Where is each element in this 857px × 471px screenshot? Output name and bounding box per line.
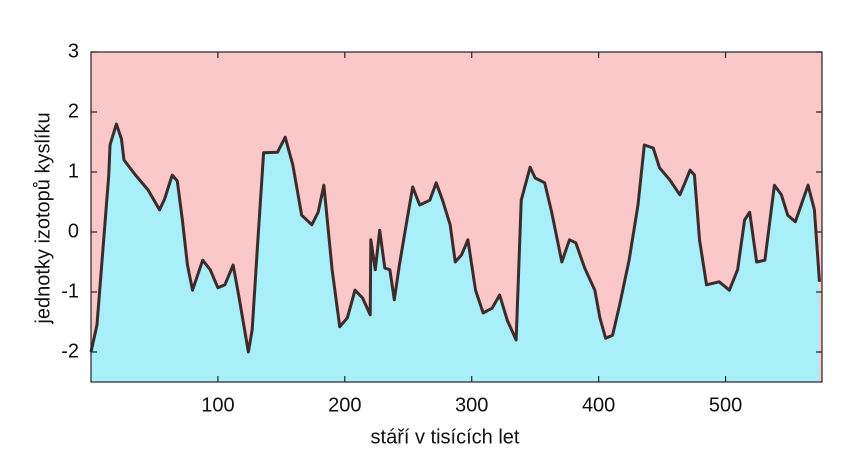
area [91, 124, 820, 382]
plot-frame [90, 51, 823, 383]
x-tick-label: 300 [455, 394, 488, 416]
y-tick-label: 1 [68, 160, 79, 182]
x-axis-label: stáří v tisících let [371, 426, 520, 448]
y-tick-label: -1 [61, 280, 79, 302]
y-tick-label: -2 [61, 340, 79, 362]
x-tick-label: 100 [201, 394, 234, 416]
y-tick-label: 3 [68, 40, 79, 62]
y-axis-label: jednotky izotopů kyslíku [32, 112, 54, 324]
x-tick-label: 500 [709, 394, 742, 416]
line [89, 122, 821, 354]
y-tick-label: 2 [68, 100, 79, 122]
x-tick-label: 200 [328, 394, 361, 416]
y-tick-label: 0 [68, 220, 79, 242]
x-tick-label: 400 [582, 394, 615, 416]
